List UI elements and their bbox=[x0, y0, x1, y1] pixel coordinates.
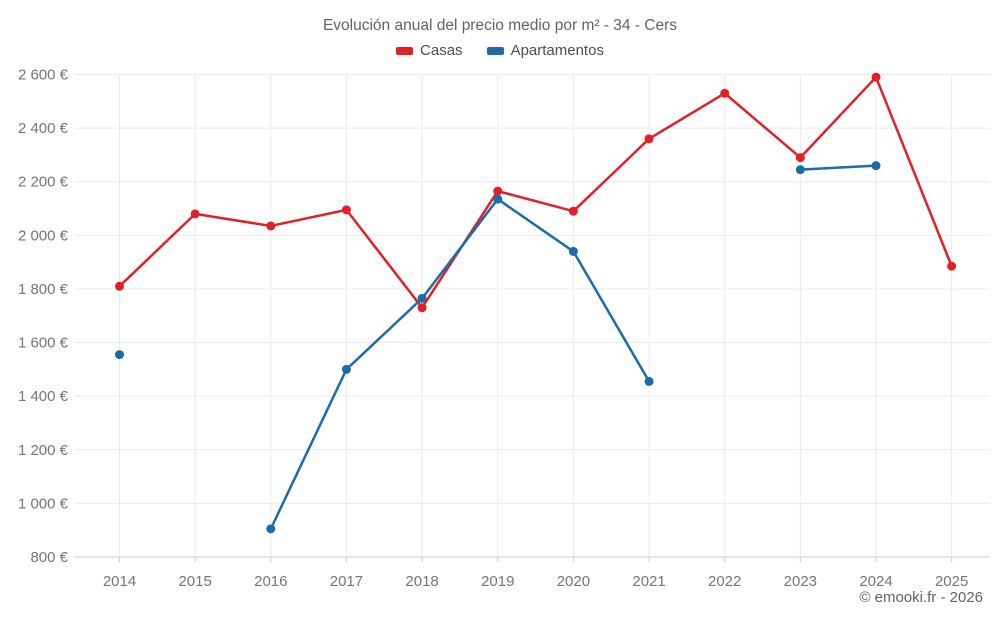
data-point-apartamentos-2024[interactable] bbox=[871, 161, 881, 171]
x-tick-label: 2017 bbox=[330, 573, 363, 590]
x-tick-label: 2015 bbox=[178, 573, 211, 590]
apartamentos-series-swatch-icon bbox=[486, 46, 504, 55]
x-tick-label: 2018 bbox=[405, 573, 438, 590]
data-point-casas-2018[interactable] bbox=[417, 303, 427, 313]
x-tick-label: 2021 bbox=[632, 573, 665, 590]
data-point-apartamentos-2020[interactable] bbox=[568, 246, 578, 256]
data-point-apartamentos-2019[interactable] bbox=[493, 194, 503, 204]
x-tick-label: 2019 bbox=[481, 573, 514, 590]
data-point-casas-2021[interactable] bbox=[644, 134, 654, 144]
chart-legend: Casas Apartamentos bbox=[0, 42, 1000, 59]
series-line-apartamentos bbox=[799, 164, 878, 171]
legend-item-apartamentos[interactable]: Apartamentos bbox=[486, 42, 604, 59]
x-tick-label: 2016 bbox=[254, 573, 287, 590]
y-tick-label: 2 200 € bbox=[18, 174, 69, 191]
series-line-apartamentos bbox=[269, 197, 651, 531]
y-tick-label: 1 600 € bbox=[18, 335, 69, 352]
data-point-apartamentos-2017[interactable] bbox=[341, 364, 351, 374]
data-point-casas-2025[interactable] bbox=[947, 261, 957, 271]
data-point-casas-2017[interactable] bbox=[341, 205, 351, 215]
data-point-casas-2023[interactable] bbox=[795, 153, 805, 163]
data-point-apartamentos-2016[interactable] bbox=[266, 524, 276, 534]
x-tick-label: 2022 bbox=[708, 573, 741, 590]
data-point-casas-2022[interactable] bbox=[720, 88, 730, 98]
casas-series-swatch-icon bbox=[396, 46, 414, 55]
data-point-casas-2016[interactable] bbox=[266, 221, 276, 231]
data-point-casas-2014[interactable] bbox=[115, 281, 124, 291]
x-tick-label: 2025 bbox=[935, 573, 968, 590]
x-tick-label: 2014 bbox=[103, 573, 136, 590]
data-point-apartamentos-2023[interactable] bbox=[795, 165, 805, 175]
y-tick-label: 2 000 € bbox=[18, 227, 69, 244]
x-tick-label: 2023 bbox=[784, 573, 817, 590]
data-point-casas-2024[interactable] bbox=[871, 72, 881, 82]
y-tick-label: 1 000 € bbox=[18, 495, 69, 512]
data-point-casas-2015[interactable] bbox=[190, 209, 200, 219]
legend-label-casas: Casas bbox=[420, 42, 463, 59]
y-tick-label: 1 800 € bbox=[18, 281, 69, 298]
data-point-apartamentos-2018[interactable] bbox=[417, 293, 427, 303]
y-tick-label: 1 400 € bbox=[18, 388, 69, 405]
data-point-casas-2020[interactable] bbox=[568, 206, 578, 216]
y-tick-label: 2 400 € bbox=[18, 120, 69, 137]
chart-title: Evolución anual del precio medio por m² … bbox=[322, 17, 678, 34]
legend-item-casas[interactable]: Casas bbox=[396, 42, 463, 59]
x-tick-label: 2020 bbox=[557, 573, 590, 590]
data-point-apartamentos-2021[interactable] bbox=[644, 376, 654, 386]
legend-label-apartamentos: Apartamentos bbox=[510, 42, 604, 59]
x-tick-label: 2024 bbox=[859, 573, 892, 590]
series-line-casas bbox=[118, 75, 953, 309]
data-point-casas-2019[interactable] bbox=[493, 186, 503, 196]
data-point-apartamentos-2014[interactable] bbox=[115, 350, 124, 360]
y-tick-label: 800 € bbox=[30, 549, 68, 566]
y-tick-label: 2 600 € bbox=[18, 67, 69, 84]
y-tick-label: 1 200 € bbox=[18, 442, 69, 459]
copyright-text: © emooki.fr - 2026 bbox=[859, 589, 983, 606]
